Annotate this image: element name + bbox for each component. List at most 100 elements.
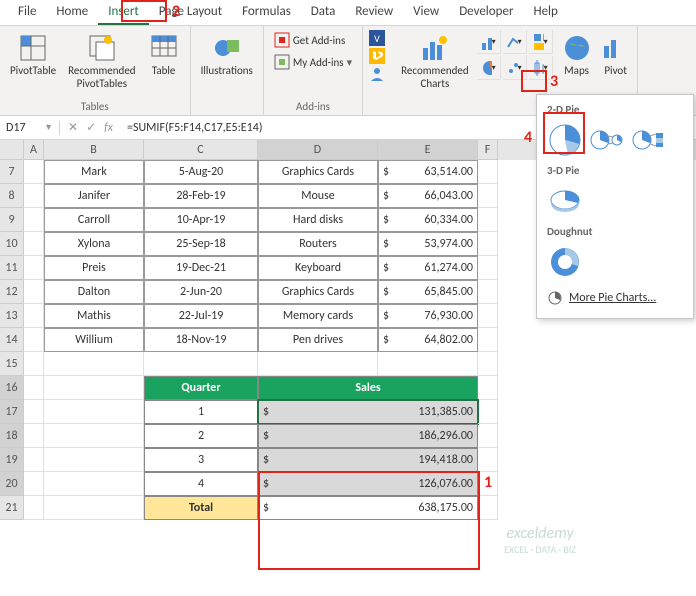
- col-header-C[interactable]: C: [144, 140, 258, 160]
- cell[interactable]: [258, 352, 378, 376]
- sales-header[interactable]: Sales: [258, 376, 478, 400]
- cell-a[interactable]: [24, 184, 44, 208]
- cell-amount[interactable]: $61,274.00: [378, 256, 478, 280]
- cell-amount[interactable]: $60,334.00: [378, 208, 478, 232]
- cell-date[interactable]: 19-Dec-21: [144, 256, 258, 280]
- fx-icon[interactable]: fx: [104, 121, 113, 135]
- tab-help[interactable]: Help: [523, 0, 567, 25]
- cell-name[interactable]: Willium: [44, 328, 144, 352]
- cell-amount[interactable]: $66,043.00: [378, 184, 478, 208]
- table-button[interactable]: Table: [144, 30, 184, 79]
- row-header-8[interactable]: 8: [0, 184, 24, 208]
- people-icon[interactable]: [369, 66, 385, 82]
- cell-name[interactable]: Carroll: [44, 208, 144, 232]
- cell-product[interactable]: Graphics Cards: [258, 280, 378, 304]
- tab-data[interactable]: Data: [301, 0, 346, 25]
- cell-f[interactable]: [478, 184, 498, 208]
- row-header-9[interactable]: 9: [0, 208, 24, 232]
- cell-date[interactable]: 2-Jun-20: [144, 280, 258, 304]
- col-header-D[interactable]: D: [258, 140, 378, 160]
- cell-f[interactable]: [478, 160, 498, 184]
- cell-date[interactable]: 22-Jul-19: [144, 304, 258, 328]
- name-box[interactable]: D17▼: [0, 121, 60, 135]
- cell-name[interactable]: Xylona: [44, 232, 144, 256]
- cell-a[interactable]: [24, 256, 44, 280]
- cell-product[interactable]: Graphics Cards: [258, 160, 378, 184]
- row-header-7[interactable]: 7: [0, 160, 24, 184]
- row-header-13[interactable]: 13: [0, 304, 24, 328]
- pie-chart-icon[interactable]: ▾: [477, 56, 501, 80]
- scatter-chart-icon[interactable]: ▾: [503, 56, 527, 80]
- quarter-header[interactable]: Quarter: [144, 376, 258, 400]
- quarter-num[interactable]: 2: [144, 424, 258, 448]
- cell-a[interactable]: [24, 328, 44, 352]
- hierarchy-chart-icon[interactable]: ▾: [529, 30, 553, 54]
- my-addins-button[interactable]: My Add-ins ▾: [270, 52, 356, 72]
- cell[interactable]: [44, 448, 144, 472]
- cell-product[interactable]: Keyboard: [258, 256, 378, 280]
- quarter-num[interactable]: 4: [144, 472, 258, 496]
- cell-name[interactable]: Mathis: [44, 304, 144, 328]
- cell-a[interactable]: [24, 232, 44, 256]
- col-header-A[interactable]: A: [24, 140, 44, 160]
- cell[interactable]: [478, 496, 498, 520]
- quarter-num[interactable]: 3: [144, 448, 258, 472]
- cell-date[interactable]: 18-Nov-19: [144, 328, 258, 352]
- row-header-16[interactable]: 16: [0, 376, 24, 400]
- total-value[interactable]: $638,175.00: [258, 496, 478, 520]
- col-header-E[interactable]: E: [378, 140, 478, 160]
- cell-amount[interactable]: $65,845.00: [378, 280, 478, 304]
- pie-2d-option[interactable]: [547, 122, 583, 158]
- tab-developer[interactable]: Developer: [449, 0, 523, 25]
- more-pie-charts[interactable]: More Pie Charts...: [537, 284, 693, 312]
- cell[interactable]: [44, 400, 144, 424]
- tab-insert[interactable]: Insert: [98, 0, 149, 25]
- cell-date[interactable]: 5-Aug-20: [144, 160, 258, 184]
- cell-a[interactable]: [24, 280, 44, 304]
- cell[interactable]: [44, 352, 144, 376]
- cell[interactable]: [24, 424, 44, 448]
- cell[interactable]: [478, 400, 498, 424]
- illustrations-button[interactable]: Illustrations: [197, 30, 257, 79]
- cell[interactable]: [24, 376, 44, 400]
- tab-review[interactable]: Review: [345, 0, 403, 25]
- visio-icon[interactable]: V: [369, 30, 385, 46]
- bar-of-pie-option[interactable]: [631, 122, 667, 158]
- row-header-19[interactable]: 19: [0, 448, 24, 472]
- sales-value[interactable]: $126,076.00: [258, 472, 478, 496]
- col-header-B[interactable]: B: [44, 140, 144, 160]
- cell[interactable]: [144, 352, 258, 376]
- cell-product[interactable]: Mouse: [258, 184, 378, 208]
- cell[interactable]: [24, 352, 44, 376]
- tab-view[interactable]: View: [403, 0, 449, 25]
- pivotchart-button[interactable]: Pivot: [601, 30, 631, 79]
- cell-product[interactable]: Hard disks: [258, 208, 378, 232]
- cell-name[interactable]: Dalton: [44, 280, 144, 304]
- cancel-icon[interactable]: ✕: [68, 120, 78, 135]
- cell[interactable]: [24, 400, 44, 424]
- cell-a[interactable]: [24, 160, 44, 184]
- cell-amount[interactable]: $76,930.00: [378, 304, 478, 328]
- cell-date[interactable]: 10-Apr-19: [144, 208, 258, 232]
- tab-home[interactable]: Home: [46, 0, 98, 25]
- sales-value[interactable]: $131,385.00: [258, 400, 478, 424]
- cell-f[interactable]: [478, 328, 498, 352]
- cell-name[interactable]: Janifer: [44, 184, 144, 208]
- cell-f[interactable]: [478, 256, 498, 280]
- enter-icon[interactable]: ✓: [86, 120, 96, 135]
- cell[interactable]: [24, 496, 44, 520]
- cell[interactable]: [378, 352, 478, 376]
- cell[interactable]: [478, 448, 498, 472]
- col-header-F[interactable]: F: [478, 140, 498, 160]
- row-header-15[interactable]: 15: [0, 352, 24, 376]
- cell[interactable]: [44, 472, 144, 496]
- line-chart-icon[interactable]: ▾: [503, 30, 527, 54]
- cell-product[interactable]: Memory cards: [258, 304, 378, 328]
- recommended-pivottables-button[interactable]: RecommendedPivotTables: [64, 30, 139, 92]
- cell-f[interactable]: [478, 232, 498, 256]
- cell[interactable]: [478, 424, 498, 448]
- cell-amount[interactable]: $63,514.00: [378, 160, 478, 184]
- cell-amount[interactable]: $64,802.00: [378, 328, 478, 352]
- cell[interactable]: [24, 472, 44, 496]
- cell-date[interactable]: 28-Feb-19: [144, 184, 258, 208]
